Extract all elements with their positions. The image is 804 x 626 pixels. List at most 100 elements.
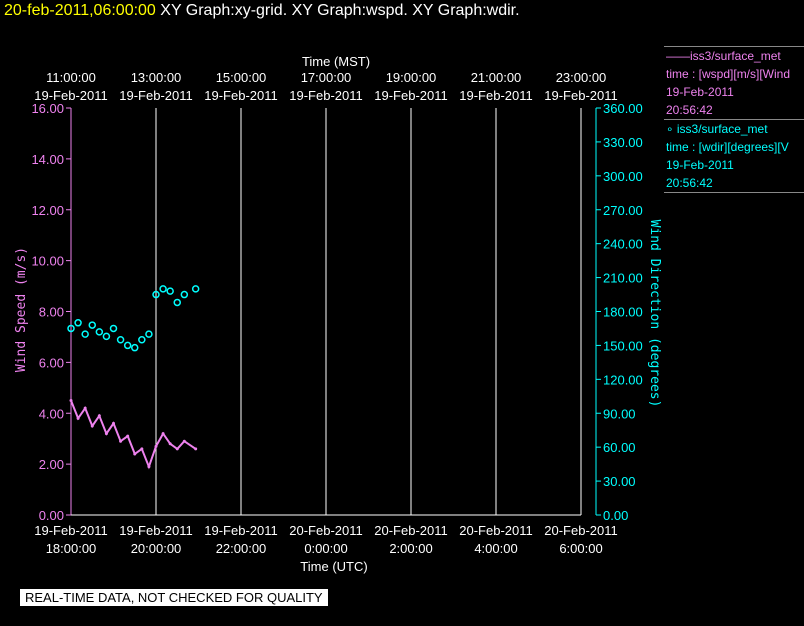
data-point-wspd (175, 447, 179, 451)
data-point-wspd (69, 399, 73, 403)
left-tick-label: 10.00 (31, 254, 64, 269)
top-tick-time: 13:00:00 (131, 70, 182, 85)
left-axis-title: Wind Speed (m/s) (14, 247, 29, 372)
data-point-wdir (152, 290, 160, 299)
bottom-tick-time: 18:00:00 (46, 541, 97, 556)
data-point-wdir (123, 341, 132, 350)
right-tick-label: 30.00 (603, 474, 636, 489)
top-axis-title: Time (MST) (302, 54, 370, 69)
data-point-wspd (182, 439, 186, 443)
top-tick-time: 23:00:00 (556, 70, 607, 85)
data-point-wdir (173, 298, 181, 307)
top-tick-time: 15:00:00 (216, 70, 267, 85)
left-tick-label: 14.00 (31, 152, 64, 167)
legend-series-name: iss3/surface_met (676, 122, 768, 136)
data-point-wspd (76, 416, 80, 420)
legend-entry-title: ∘ iss3/surface_met (666, 120, 804, 138)
top-tick-time: 21:00:00 (471, 70, 522, 85)
right-tick-label: 60.00 (603, 440, 636, 455)
top-tick-date: 19-Feb-2011 (204, 88, 277, 103)
legend-series-date: 19-Feb-2011 (666, 85, 734, 99)
data-point-wdir (180, 290, 189, 299)
bottom-tick-time: 6:00:00 (559, 541, 602, 556)
data-point-wdir (88, 321, 96, 329)
right-tick-label: 360.00 (603, 101, 643, 116)
bottom-tick-date: 19-Feb-2011 (204, 523, 277, 538)
title-graph-list: XY Graph:xy-grid. XY Graph:wspd. XY Grap… (160, 2, 520, 19)
top-tick-date: 19-Feb-2011 (289, 88, 362, 103)
data-point-wspd (168, 442, 172, 446)
legend-series-time: 20:56:42 (666, 176, 713, 190)
right-tick-label: 120.00 (603, 372, 643, 387)
data-point-wspd (154, 444, 158, 448)
data-point-wdir (166, 287, 174, 295)
bottom-tick-time: 20:00:00 (131, 541, 182, 556)
data-point-wspd (104, 432, 108, 436)
top-tick-time: 17:00:00 (301, 70, 352, 85)
left-tick-label: 8.00 (39, 305, 64, 320)
left-tick-label: 16.00 (31, 101, 64, 116)
left-tick-label: 2.00 (39, 457, 64, 472)
data-point-wdir (81, 330, 89, 338)
data-point-wdir (159, 285, 167, 293)
top-tick-date: 19-Feb-2011 (459, 88, 532, 103)
data-point-wdir (102, 332, 111, 341)
title-timestamp: 20-feb-2011,06:00:00 (4, 2, 156, 19)
bottom-tick-time: 4:00:00 (474, 541, 517, 556)
data-point-wdir (116, 336, 125, 344)
legend-entry-title: ——iss3/surface_met (666, 47, 804, 65)
legend-entry-wdir: ∘ iss3/surface_met time : [wdir][degrees… (664, 120, 804, 192)
data-point-wspd (147, 465, 151, 469)
data-point-wdir (74, 319, 82, 327)
left-tick-label: 4.00 (39, 406, 64, 421)
right-tick-label: 150.00 (603, 338, 643, 353)
data-point-wspd (83, 406, 87, 410)
legend-entry-wspd: ——iss3/surface_met time : [wspd][m/s][Wi… (664, 47, 804, 119)
data-point-wspd (119, 439, 123, 443)
legend-series-name: iss3/surface_met (690, 49, 781, 63)
bottom-tick-date: 20-Feb-2011 (374, 523, 447, 538)
series-line-wspd (70, 400, 197, 470)
data-point-wdir (95, 328, 104, 336)
top-tick-time: 11:00:00 (46, 70, 96, 85)
bottom-tick-date: 20-Feb-2011 (544, 523, 617, 538)
bottom-tick-date: 19-Feb-2011 (119, 523, 192, 538)
data-point-wdir (145, 330, 153, 338)
bottom-tick-date: 20-Feb-2011 (289, 523, 362, 538)
legend-separator (664, 119, 804, 120)
data-point-wspd (194, 447, 198, 451)
data-point-wspd (112, 421, 115, 425)
bottom-tick-time: 2:00:00 (389, 541, 432, 556)
left-tick-label: 6.00 (39, 355, 64, 370)
legend-separator (664, 192, 804, 193)
legend-series-time: 20:56:42 (666, 103, 713, 117)
bottom-tick-date: 20-Feb-2011 (459, 523, 532, 538)
top-tick-date: 19-Feb-2011 (34, 88, 107, 103)
legend-marker-line: —— (666, 49, 690, 63)
top-tick-time: 19:00:00 (386, 70, 437, 85)
legend-series-variable: time : [wdir][degrees][V (666, 140, 789, 154)
right-tick-label: 330.00 (603, 135, 643, 150)
data-point-wspd (126, 434, 130, 438)
data-point-wspd (90, 424, 94, 428)
data-point-wdir (131, 343, 139, 352)
right-tick-label: 90.00 (603, 406, 636, 421)
right-axis-title: Wind Direction (degrees) (647, 220, 662, 408)
legend-separator (664, 46, 804, 47)
legend: ——iss3/surface_met time : [wspd][m/s][Wi… (664, 46, 804, 193)
data-point-wspd (97, 414, 101, 418)
right-tick-label: 270.00 (603, 203, 643, 218)
right-tick-label: 180.00 (603, 305, 643, 320)
legend-series-variable: time : [wspd][m/s][Wind (666, 67, 791, 81)
top-tick-date: 19-Feb-2011 (374, 88, 447, 103)
right-tick-label: 210.00 (603, 271, 643, 286)
data-point-wdir (191, 285, 200, 293)
left-tick-label: 12.00 (31, 203, 64, 218)
bottom-tick-time: 22:00:00 (216, 541, 267, 556)
right-tick-label: 240.00 (603, 237, 643, 252)
top-tick-date: 19-Feb-2011 (119, 88, 192, 103)
right-tick-label: 300.00 (603, 169, 643, 184)
legend-marker-point: ∘ (666, 122, 674, 136)
data-point-wdir (67, 324, 75, 333)
